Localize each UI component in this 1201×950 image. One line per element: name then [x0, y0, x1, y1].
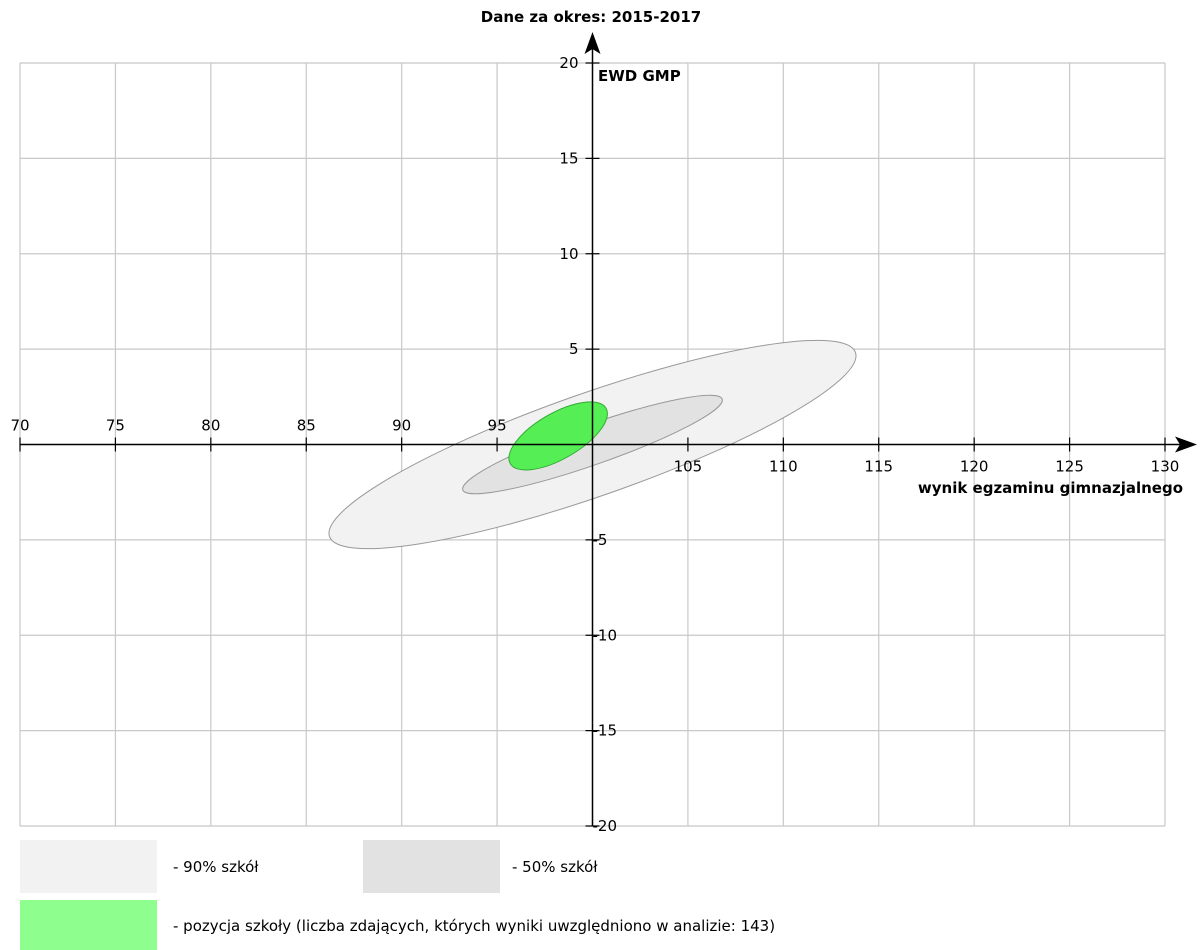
x-tick-label: 110: [769, 458, 798, 476]
y-tick-label: -15: [593, 722, 618, 740]
y-tick-label: -10: [593, 626, 618, 644]
x-tick-label: 70: [10, 417, 29, 435]
y-tick-label: -20: [593, 817, 618, 835]
legend-swatch-90: [20, 840, 157, 893]
y-tick-label: 20: [559, 54, 578, 72]
legend-swatch-50: [363, 840, 500, 893]
axes: [20, 32, 1197, 826]
legend-label-school: - pozycja szkoły (liczba zdających, któr…: [173, 917, 776, 935]
x-axis-label: wynik egzaminu gimnazjalnego: [918, 479, 1183, 497]
legend-swatch-school: [20, 900, 157, 950]
x-tick-label: 105: [674, 458, 703, 476]
y-axis-arrow: [584, 32, 601, 54]
chart-title: Dane za okres: 2015-2017: [481, 8, 701, 26]
x-tick-label: 95: [488, 417, 507, 435]
y-tick-label: 5: [569, 340, 579, 358]
y-tick-label: 10: [559, 245, 578, 263]
x-tick-label: 80: [201, 417, 220, 435]
y-tick-label: -5: [593, 531, 608, 549]
ellipse-school-position: [508, 401, 608, 471]
x-tick-label: 115: [864, 458, 893, 476]
x-axis-arrow: [1175, 436, 1197, 453]
x-tick-label: 125: [1055, 458, 1084, 476]
x-tick-label: 85: [297, 417, 316, 435]
x-tick-label: 75: [106, 417, 125, 435]
y-axis-label: EWD GMP: [598, 67, 681, 85]
x-tick-label: 90: [392, 417, 411, 435]
legend-label-90: - 90% szkół: [173, 858, 259, 876]
x-tick-label: 120: [960, 458, 989, 476]
y-tick-label: 15: [559, 149, 578, 167]
legend-label-50: - 50% szkół: [512, 858, 598, 876]
x-tick-label: 130: [1151, 458, 1180, 476]
